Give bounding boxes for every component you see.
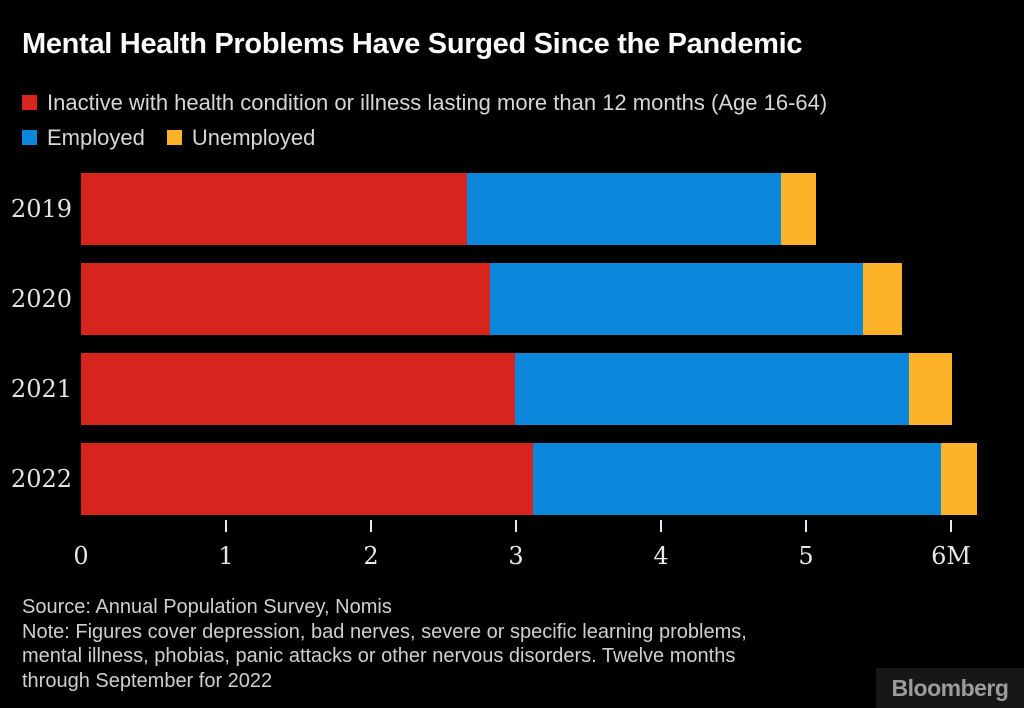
bar-stack: [81, 263, 902, 335]
legend-item-unemployed: Unemployed: [166, 124, 316, 151]
bar-stack: [81, 443, 978, 515]
axis-tick-label: 1: [218, 542, 234, 570]
axis-tick: [950, 520, 952, 532]
bar-segment: [940, 443, 978, 515]
axis-tick-label: 5: [798, 542, 814, 570]
bar-segment: [81, 443, 534, 515]
legend-item-inactive: Inactive with health condition or illnes…: [22, 90, 827, 116]
bar-row-2019: 2019: [0, 173, 1024, 245]
legend-item-label: Inactive with health condition or illnes…: [47, 89, 828, 115]
bar-row-2021: 2021: [0, 353, 1024, 425]
legend-item-label: Employed: [47, 124, 145, 150]
axis-tick: [225, 520, 227, 532]
axis-tick-label: 0: [73, 542, 89, 570]
note-line: Note: Figures cover depression, bad nerv…: [22, 620, 747, 643]
legend: Inactive with health condition or illnes…: [22, 89, 849, 159]
legend-row-1: Inactive with health condition or illnes…: [22, 89, 849, 116]
bar-segment: [81, 353, 515, 425]
bar-segment: [862, 263, 902, 335]
legend-row-2: Employed Unemployed: [22, 124, 849, 151]
axis-tick-label: 6M: [931, 542, 971, 570]
axis-tick-label: 3: [508, 542, 524, 570]
note-line: through September for 2022: [22, 669, 273, 692]
bar-row-2020: 2020: [0, 263, 1024, 335]
bar-stack: [81, 173, 817, 245]
legend-item-label: Unemployed: [191, 124, 316, 150]
employed-swatch-icon: [22, 130, 37, 145]
bar-segment: [533, 443, 941, 515]
axis-tick-label: 4: [653, 542, 669, 570]
source-line: Source: Annual Population Survey, Nomis: [22, 596, 392, 618]
bar-segment: [81, 263, 490, 335]
axis-tick: [370, 520, 372, 532]
axis-tick: [515, 520, 517, 532]
footer: Source: Annual Population Survey, Nomis …: [22, 595, 747, 693]
x-axis: 0 1 2 3 4 5 6M: [73, 520, 1011, 576]
stacked-bar-chart: 2019 2020 2021 2022: [0, 173, 1024, 515]
note-line: mental illness, phobias, panic attacks o…: [22, 645, 736, 667]
chart-title: Mental Health Problems Have Surged Since…: [22, 28, 803, 60]
bar-stack: [81, 353, 953, 425]
bloomberg-logo-text: Bloomberg: [891, 674, 1009, 701]
unemployed-swatch-icon: [166, 130, 182, 145]
bar-segment: [81, 173, 467, 245]
category-label: 2022: [10, 465, 72, 493]
legend-item-employed: Employed: [22, 125, 145, 151]
axis-tick: [805, 520, 807, 532]
category-label: 2021: [10, 375, 72, 403]
bar-segment: [781, 173, 817, 245]
bar-segment: [514, 353, 909, 425]
bar-segment: [908, 353, 953, 425]
bloomberg-logo: Bloomberg: [876, 668, 1024, 708]
bar-segment: [466, 173, 782, 245]
inactive-swatch-icon: [22, 95, 37, 110]
category-label: 2020: [10, 285, 72, 313]
bar-segment: [489, 263, 863, 335]
bar-row-2022: 2022: [0, 443, 1024, 515]
axis-tick-label: 2: [363, 542, 379, 570]
category-label: 2019: [10, 195, 72, 223]
axis-tick: [660, 520, 662, 532]
